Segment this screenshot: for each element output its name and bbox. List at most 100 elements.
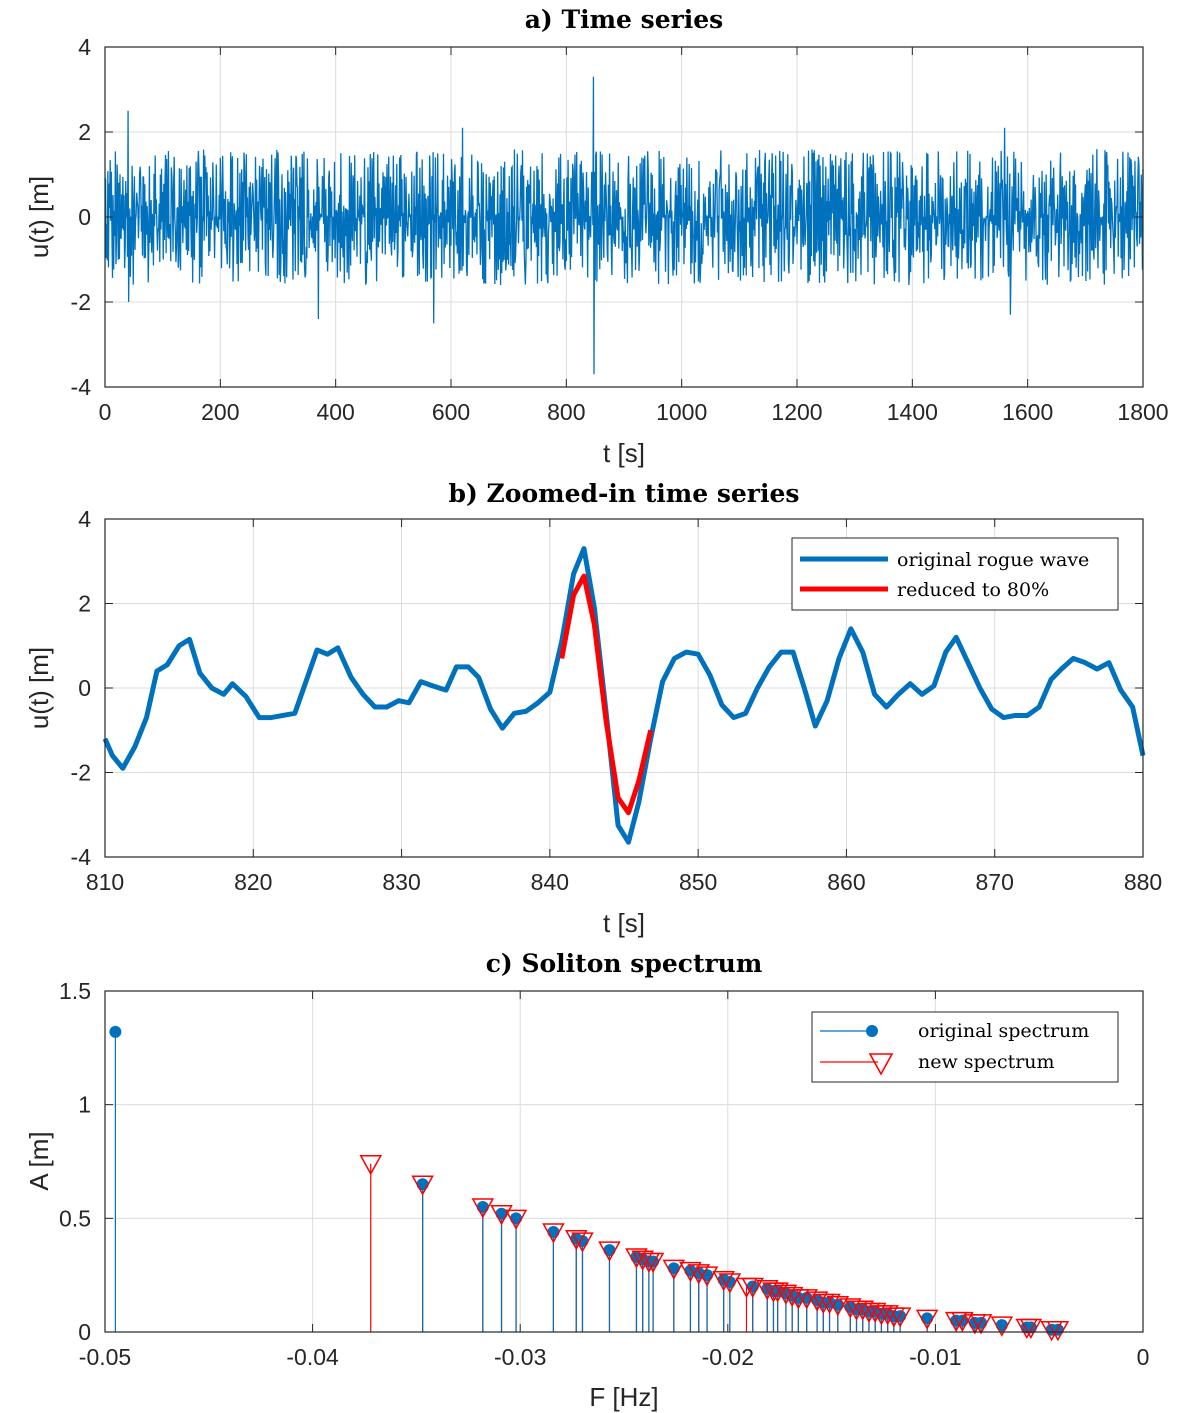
new-spectrum-marker: [755, 1280, 779, 1301]
original-spectrum-marker: [800, 1291, 813, 1304]
new-spectrum-marker: [839, 1298, 862, 1319]
new-spectrum-marker: [951, 1311, 974, 1333]
original-spectrum-marker: [667, 1262, 680, 1275]
original-spectrum-marker: [510, 1212, 523, 1225]
x-tick-label: 400: [316, 399, 354, 425]
panel-time-series: a) Time series 0 200 400 600 800 1000 1200 1400…: [24, 5, 1169, 468]
y-tick-label: -4: [71, 844, 92, 870]
new-spectrum-marker: [818, 1293, 841, 1314]
original-spectrum-marker: [495, 1207, 508, 1220]
x-tick-label: 880: [1124, 869, 1162, 895]
panel-b-legend: original rogue wave reduced to 80%: [791, 537, 1119, 611]
original-spectrum-marker: [921, 1312, 934, 1325]
x-tick-label: 850: [679, 869, 717, 895]
x-tick-label: 600: [432, 399, 470, 425]
new-spectrum-marker: [471, 1198, 495, 1219]
new-spectrum-marker: [795, 1289, 818, 1310]
new-spectrum-marker: [1046, 1320, 1070, 1342]
x-tick-label: 0: [99, 399, 112, 425]
new-spectrum-marker: [766, 1282, 789, 1303]
series-line-time-series: [104, 76, 1144, 375]
x-tick-label: 1200: [771, 399, 822, 425]
y-tick-label: 1.5: [59, 978, 91, 1004]
x-tick-label: 860: [827, 869, 865, 895]
y-tick-label: 0: [78, 1319, 91, 1345]
new-spectrum-marker: [571, 1232, 594, 1253]
new-spectrum-marker: [504, 1209, 528, 1230]
panel-a-xlabel: t [s]: [603, 438, 645, 468]
y-tick-label: 2: [78, 119, 91, 145]
x-tick-label: 200: [201, 399, 239, 425]
x-tick-label: 870: [976, 869, 1014, 895]
x-tick-label: 810: [86, 869, 124, 895]
new-spectrum-marker: [411, 1175, 434, 1196]
x-tick-label: 1600: [1002, 399, 1053, 425]
original-spectrum-marker: [476, 1200, 489, 1213]
x-tick-label: 0: [1137, 1344, 1150, 1370]
original-spectrum-marker: [109, 1025, 122, 1038]
series-line-reduced: [559, 573, 654, 816]
new-spectrum-marker: [598, 1241, 621, 1262]
x-tick-label: 830: [382, 869, 420, 895]
new-spectrum-marker: [969, 1314, 993, 1335]
new-spectrum-marker: [1019, 1318, 1043, 1339]
x-tick-label: 1400: [887, 399, 938, 425]
panel-c-title: c) Soliton spectrum: [486, 949, 763, 978]
new-spectrum-marker: [990, 1316, 1014, 1337]
new-spectrum-marker: [863, 1302, 887, 1324]
new-spectrum-marker: [542, 1223, 565, 1244]
new-spectrum-marker: [359, 1155, 383, 1176]
x-tick-label: 840: [531, 869, 569, 895]
y-tick-label: -2: [71, 289, 91, 315]
y-tick-label: 1: [78, 1092, 91, 1118]
legend-marker-original-spectrum: [866, 1025, 878, 1037]
panel-b-ylabel: u(t) [m]: [24, 647, 54, 729]
new-spectrum-marker: [805, 1291, 829, 1312]
y-tick-label: 0: [78, 675, 91, 701]
series-line-original-rogue-wave: [102, 546, 1146, 845]
panel-c-ylabel: A [m]: [24, 1131, 54, 1190]
new-spectrum-marker: [641, 1252, 665, 1274]
original-spectrum-marker: [416, 1178, 429, 1191]
new-spectrum-marker: [915, 1309, 939, 1330]
new-spectrum-marker: [695, 1266, 719, 1287]
new-spectrum-marker: [564, 1230, 588, 1251]
new-spectrum-marker: [687, 1264, 711, 1285]
legend-label-reduced: reduced to 80%: [897, 579, 1049, 601]
panel-a-ylabel: u(t) [m]: [24, 176, 54, 258]
legend-label-original: original rogue wave: [897, 549, 1089, 571]
x-tick-label: -0.01: [909, 1344, 961, 1370]
y-tick-label: 4: [78, 506, 91, 532]
panel-c-legend: original spectrum new spectrum: [811, 1011, 1119, 1083]
new-spectrum-marker: [662, 1259, 686, 1280]
panel-c-axes-frame: [104, 990, 1144, 1333]
panel-zoomed-time-series: b) Zoomed-in time series 810 820 830 840 850…: [24, 479, 1162, 938]
panel-a-title: a) Time series: [525, 5, 724, 34]
new-spectrum-marker: [888, 1307, 912, 1328]
x-tick-label: 800: [547, 399, 585, 425]
legend-marker-new-spectrum: [868, 1053, 894, 1076]
x-tick-label: -0.03: [494, 1344, 546, 1370]
y-tick-label: -4: [71, 374, 92, 400]
x-tick-label: -0.05: [79, 1344, 131, 1370]
panel-c-xlabel: F [Hz]: [589, 1382, 658, 1412]
panel-soliton-spectrum: c) Soliton spectrum -0.05 -0.04 -0.03 -0.02…: [24, 949, 1149, 1412]
new-spectrum-marker: [679, 1261, 702, 1283]
new-spectrum-marker: [631, 1250, 654, 1271]
panel-b-title: b) Zoomed-in time series: [449, 479, 800, 508]
new-spectrum-marker: [712, 1270, 735, 1292]
x-tick-label: 1000: [656, 399, 707, 425]
x-tick-label: -0.04: [286, 1344, 339, 1370]
new-spectrum-marker: [851, 1300, 875, 1321]
new-spectrum-marker: [741, 1277, 764, 1299]
new-spectrum-marker: [780, 1286, 804, 1308]
original-spectrum-marker: [995, 1319, 1008, 1332]
legend-label-original-spectrum: original spectrum: [918, 1020, 1089, 1042]
new-spectrum-marker: [826, 1295, 850, 1317]
x-tick-label: 820: [234, 869, 272, 895]
x-tick-label: 1800: [1117, 399, 1168, 425]
y-tick-label: 0.5: [59, 1205, 91, 1231]
original-spectrum-marker: [603, 1244, 616, 1257]
x-tick-label: -0.02: [702, 1344, 754, 1370]
